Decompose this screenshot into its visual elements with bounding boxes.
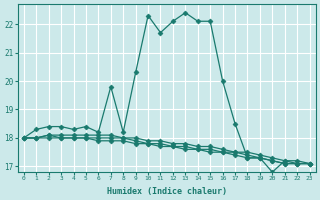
X-axis label: Humidex (Indice chaleur): Humidex (Indice chaleur) bbox=[107, 187, 227, 196]
